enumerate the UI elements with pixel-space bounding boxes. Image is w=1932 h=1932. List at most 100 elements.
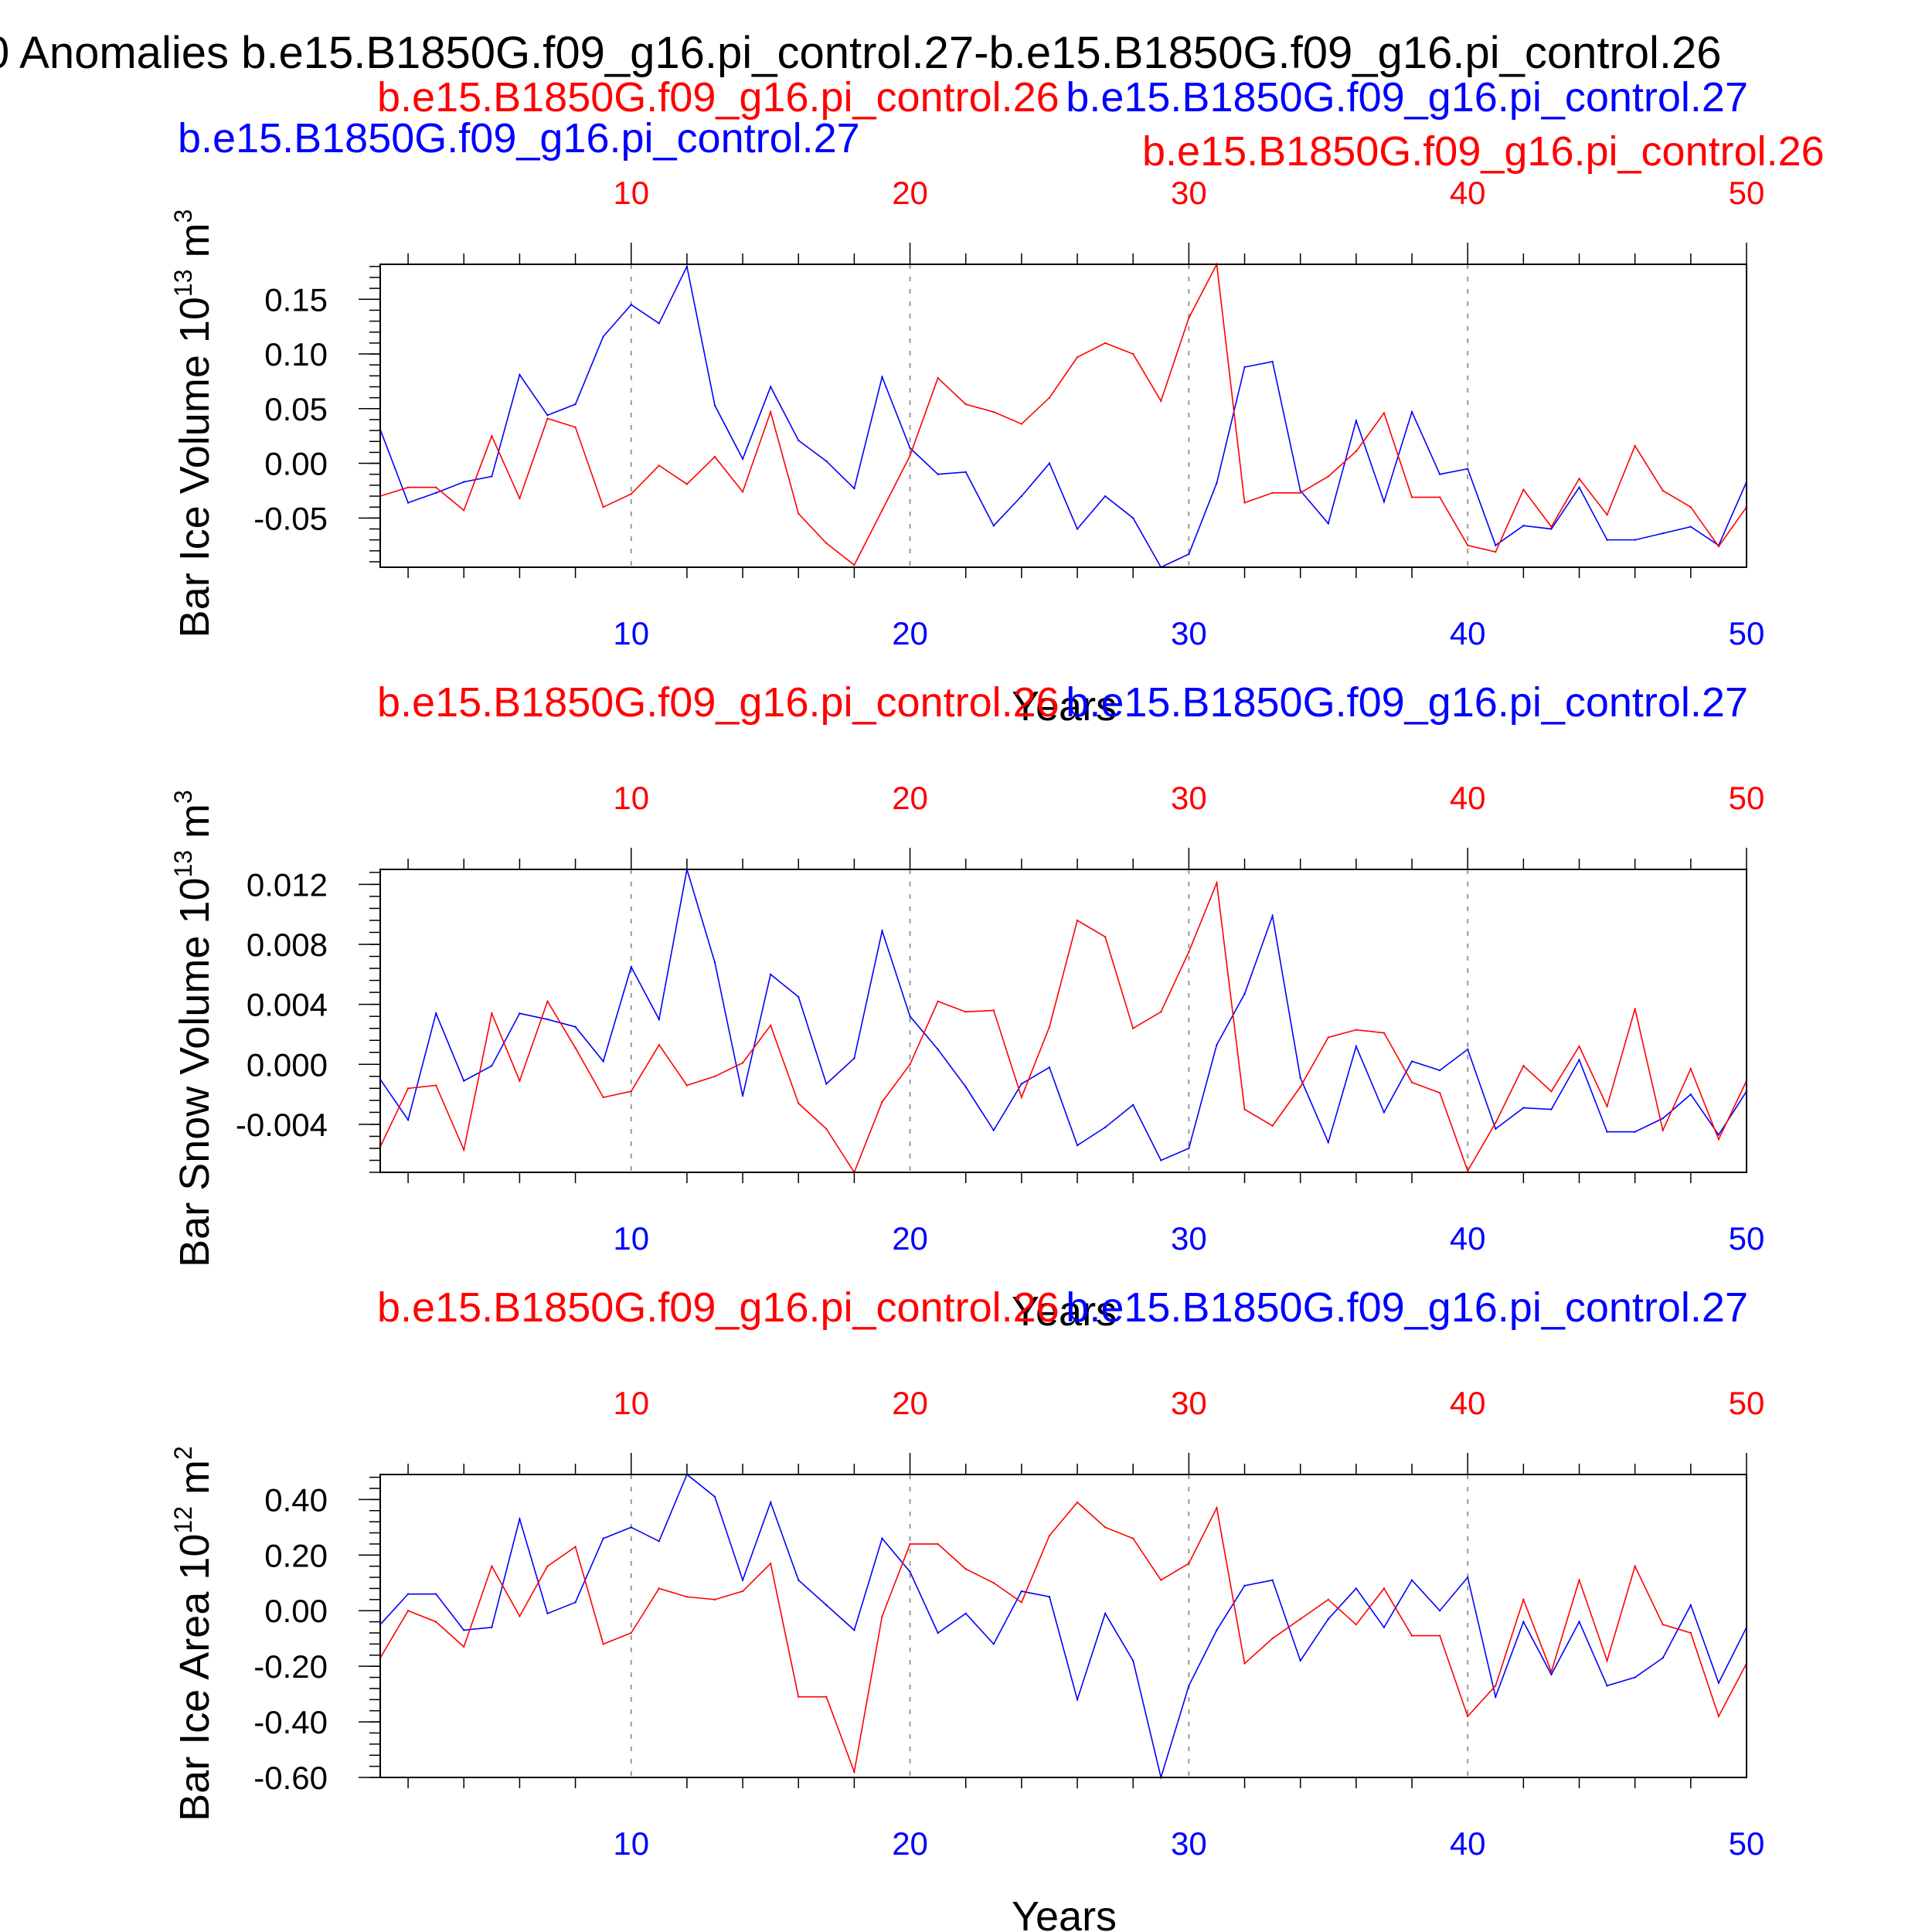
top-x-tick-label: 10 xyxy=(613,780,649,816)
panels: b.e15.B1850G.f09_g16.pi_control.26 b.e15.… xyxy=(169,74,1825,1932)
y-tick-label: -0.60 xyxy=(253,1760,328,1796)
data-point xyxy=(491,475,493,478)
data-point xyxy=(1383,1626,1386,1628)
series-title-red: b.e15.B1850G.f09_g16.pi_control.26 xyxy=(377,1284,1060,1331)
series-title-red-overlay: b.e15.B1850G.f09_g16.pi_control.26 xyxy=(1142,128,1825,175)
series-points xyxy=(379,1473,1748,1779)
data-point xyxy=(630,1631,632,1634)
data-point xyxy=(964,471,967,474)
data-point xyxy=(1438,473,1441,475)
top-x-tick-label: 40 xyxy=(1450,1385,1486,1421)
data-point xyxy=(1243,366,1246,369)
data-point xyxy=(881,1615,883,1617)
bottom-x-tick-label: 20 xyxy=(892,1825,928,1862)
data-point xyxy=(1606,1659,1608,1662)
data-point xyxy=(909,447,911,449)
panel-2: b.e15.B1850G.f09_g16.pi_control.26 b.e15.… xyxy=(169,679,1764,1335)
data-point xyxy=(685,1084,689,1087)
data-point xyxy=(1048,1596,1051,1598)
series-title-red: b.e15.B1850G.f09_g16.pi_control.26 xyxy=(377,679,1060,726)
data-point xyxy=(1076,528,1079,530)
data-point xyxy=(713,961,716,964)
bottom-x-tick-label: 10 xyxy=(613,615,649,651)
plot-frame xyxy=(379,1474,1747,1778)
data-point xyxy=(546,1000,549,1002)
bottom-x-tick-label: 40 xyxy=(1450,615,1486,651)
y-axis-title-part: 2 xyxy=(169,1446,197,1460)
data-point xyxy=(1048,1026,1051,1028)
bottom-x-tick-label: 30 xyxy=(1171,1825,1207,1862)
data-point xyxy=(1550,1673,1553,1676)
y-axis-title-part: 3 xyxy=(169,209,197,223)
data-point xyxy=(1495,1685,1497,1687)
data-point xyxy=(1020,1601,1023,1604)
top-x-tick-label: 20 xyxy=(892,175,928,211)
bottom-x-tick-label: 20 xyxy=(892,1220,928,1257)
data-point xyxy=(798,512,800,515)
data-point xyxy=(546,1612,549,1615)
top-x-tick-label: 40 xyxy=(1450,780,1486,816)
data-point xyxy=(1132,1104,1134,1106)
data-point xyxy=(658,1587,661,1590)
data-point xyxy=(1271,1637,1274,1640)
bottom-x-tick-label: 10 xyxy=(613,1825,649,1862)
data-point xyxy=(741,457,744,461)
data-point xyxy=(630,965,632,968)
data-point xyxy=(741,1062,744,1064)
data-point xyxy=(1522,488,1525,491)
y-tick-label: 0.05 xyxy=(264,391,328,427)
data-point xyxy=(1271,492,1274,494)
data-point xyxy=(964,1568,967,1570)
data-point xyxy=(602,1643,604,1645)
top-x-tick-label: 10 xyxy=(613,175,649,211)
data-point xyxy=(1188,553,1190,556)
data-point xyxy=(1355,450,1358,453)
data-point xyxy=(491,1626,493,1628)
data-point xyxy=(1438,496,1441,498)
data-point xyxy=(1438,1091,1441,1094)
data-point xyxy=(1383,1587,1386,1590)
data-point xyxy=(1020,495,1023,498)
bottom-x-tick-label: 30 xyxy=(1171,1220,1207,1257)
data-point xyxy=(1076,1144,1079,1147)
data-point xyxy=(1578,1621,1580,1623)
data-point xyxy=(406,502,410,504)
data-point xyxy=(964,403,967,406)
data-point xyxy=(1662,1129,1664,1131)
data-point xyxy=(1634,444,1636,447)
data-point xyxy=(685,265,689,268)
data-point xyxy=(798,1579,800,1581)
y-tick-label: 0.00 xyxy=(264,1593,328,1629)
data-point xyxy=(1243,502,1246,504)
data-point xyxy=(1160,1011,1162,1013)
data-point xyxy=(1606,539,1608,541)
data-point xyxy=(909,454,911,457)
data-point xyxy=(1438,1634,1441,1637)
data-point xyxy=(1104,342,1107,345)
y-axis-title-part: Bar Ice Volume 10 xyxy=(172,297,218,638)
data-point xyxy=(881,1100,883,1103)
data-point xyxy=(1634,1565,1636,1567)
y-tick-label: 0.20 xyxy=(264,1537,328,1573)
data-point xyxy=(1132,1659,1134,1662)
data-point xyxy=(1495,550,1497,553)
data-point xyxy=(602,1060,604,1063)
y-tick-label: 0.40 xyxy=(264,1481,328,1518)
data-point xyxy=(1522,1065,1525,1067)
top-x-tick-label: 40 xyxy=(1450,175,1486,211)
top-x-tick-label: 50 xyxy=(1729,780,1765,816)
series-points xyxy=(379,263,1748,566)
data-point xyxy=(658,1018,661,1021)
series-line-red xyxy=(379,1501,1747,1774)
bottom-x-tick-label: 30 xyxy=(1171,615,1207,651)
data-point xyxy=(992,1582,995,1584)
x-axis-title: Years xyxy=(1012,1893,1117,1932)
bottom-x-tick-label: 40 xyxy=(1450,1825,1486,1862)
data-point xyxy=(1606,1685,1608,1687)
data-point xyxy=(546,1565,549,1567)
data-point xyxy=(574,1601,577,1604)
data-point xyxy=(1383,1111,1386,1114)
data-point xyxy=(1299,1077,1301,1079)
data-point xyxy=(825,1083,828,1085)
